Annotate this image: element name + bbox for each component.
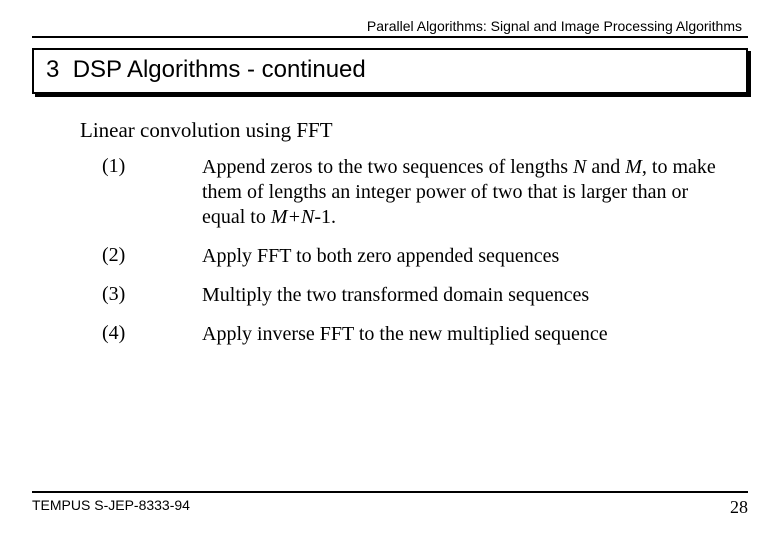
step-number: (1) [102, 155, 202, 230]
step-text: Apply FFT to both zero appended sequence… [202, 244, 559, 269]
section-title-text: DSP Algorithms - continued [73, 56, 366, 83]
bottom-rule [32, 491, 748, 493]
footer-left: TEMPUS S-JEP-8333-94 [32, 497, 190, 518]
section-number: 3 [46, 56, 59, 83]
top-rule [32, 36, 748, 38]
step-number: (3) [102, 283, 202, 308]
step-row: (2)Apply FFT to both zero appended seque… [102, 244, 728, 269]
running-header: Parallel Algorithms: Signal and Image Pr… [32, 18, 748, 34]
step-row: (3)Multiply the two transformed domain s… [102, 283, 728, 308]
step-text: Apply inverse FFT to the new multiplied … [202, 322, 608, 347]
steps-list: (1)Append zeros to the two sequences of … [102, 155, 728, 347]
section-title: 3 DSP Algorithms - continued [46, 56, 734, 84]
step-number: (4) [102, 322, 202, 347]
page-number: 28 [730, 497, 748, 518]
step-row: (1)Append zeros to the two sequences of … [102, 155, 728, 230]
section-title-box: 3 DSP Algorithms - continued [32, 48, 748, 94]
step-row: (4)Apply inverse FFT to the new multipli… [102, 322, 728, 347]
footer: TEMPUS S-JEP-8333-94 28 [32, 491, 748, 518]
step-text: Multiply the two transformed domain sequ… [202, 283, 589, 308]
step-number: (2) [102, 244, 202, 269]
subheading: Linear convolution using FFT [80, 118, 748, 143]
step-text: Append zeros to the two sequences of len… [202, 155, 728, 230]
